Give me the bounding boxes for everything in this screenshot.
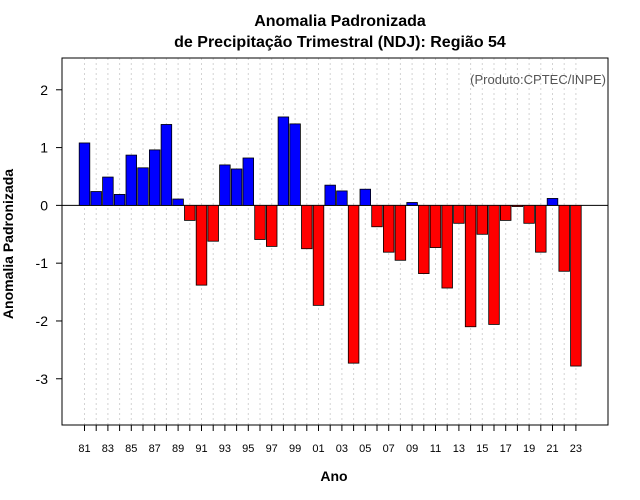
- bars: [78, 116, 582, 367]
- bar-91: [195, 204, 208, 286]
- bar-10: [418, 204, 430, 274]
- bar-23: [570, 204, 582, 367]
- x-tick-label: 23: [570, 443, 582, 455]
- bar-02: [324, 184, 336, 206]
- bar-95: [242, 157, 255, 206]
- bar-22: [558, 204, 570, 272]
- bar-83: [102, 176, 114, 206]
- x-tick-label: 81: [78, 443, 90, 455]
- x-tick-label: 17: [500, 443, 512, 455]
- bar-93: [219, 164, 231, 206]
- x-tick-label: 07: [383, 443, 395, 455]
- y-axis: -3 -2 -1 0 1 2: [36, 82, 62, 387]
- x-tick-label: 01: [312, 443, 324, 455]
- x-tick-label: 13: [453, 443, 465, 455]
- grid-lines: [84, 58, 577, 425]
- bar-84: [113, 193, 126, 206]
- plot-frame: [61, 57, 609, 426]
- bar-87: [148, 149, 161, 206]
- x-axis: 81 83 85 87 89 91 93 95 97 99 01 03 05 07 09 11 13 15 17 19…: [78, 425, 582, 455]
- x-tick-label: 97: [266, 443, 278, 455]
- bar-85: [125, 154, 138, 206]
- x-tick-label: 11: [430, 443, 441, 455]
- x-tick-label: 15: [476, 443, 488, 455]
- bar-11: [429, 204, 442, 248]
- bar-82: [90, 191, 102, 206]
- chart-title-line2: de Precipitação Trimestral (NDJ): Região…: [174, 34, 506, 51]
- x-tick-label: 21: [546, 443, 558, 455]
- x-tick-label: 95: [242, 443, 254, 455]
- source-note: (Produto:CPTEC/INPE): [470, 72, 606, 87]
- bar-18: [511, 204, 524, 207]
- bar-88: [160, 124, 173, 206]
- bar-21: [546, 198, 559, 206]
- x-tick-label: 89: [172, 443, 184, 455]
- bar-89: [172, 198, 184, 206]
- bar-99: [289, 123, 301, 206]
- bar-19: [523, 204, 535, 224]
- x-tick-label: 83: [102, 443, 114, 455]
- bar-14: [464, 204, 477, 328]
- bar-07: [382, 204, 395, 253]
- chart-title-line1: Anomalia Padronizada: [254, 13, 426, 30]
- bar-86: [137, 167, 149, 206]
- bar-94: [230, 168, 243, 206]
- x-tick-label: 91: [195, 443, 207, 455]
- bar-08: [394, 204, 407, 261]
- bar-15: [476, 204, 489, 235]
- bar-03: [336, 190, 348, 206]
- x-tick-label: 05: [359, 443, 371, 455]
- bar-92: [207, 204, 219, 242]
- x-tick-label: 85: [125, 443, 137, 455]
- bar-09: [406, 202, 418, 206]
- y-tick-label: -2: [36, 313, 49, 329]
- x-tick-label: 19: [523, 443, 535, 455]
- bar-01: [312, 204, 325, 306]
- x-tick-label: 99: [289, 443, 301, 455]
- bar-06: [371, 204, 383, 228]
- bar-13: [453, 204, 465, 224]
- x-tick-label: 87: [149, 443, 161, 455]
- y-axis-title: Anomalia Padronizada: [0, 169, 16, 319]
- x-tick-label: 93: [219, 443, 231, 455]
- x-axis-title: Ano: [320, 468, 347, 484]
- x-tick-label: 03: [336, 443, 348, 455]
- y-tick-label: -3: [36, 371, 49, 387]
- y-tick-label: -1: [36, 255, 49, 271]
- y-tick-label: 1: [40, 140, 48, 156]
- bar-12: [441, 204, 453, 289]
- bar-90: [184, 204, 196, 221]
- bar-05: [359, 188, 372, 206]
- bar-04: [347, 204, 360, 364]
- bar-81: [78, 142, 91, 206]
- x-tick-label: 09: [406, 443, 418, 455]
- bar-20: [535, 204, 547, 253]
- bar-17: [499, 204, 512, 221]
- bar-98: [277, 116, 290, 206]
- bar-96: [254, 204, 266, 240]
- y-tick-label: 2: [40, 82, 48, 98]
- bar-00: [301, 204, 313, 250]
- bar-16: [488, 204, 500, 325]
- bar-97: [265, 204, 278, 247]
- y-tick-label: 0: [40, 197, 48, 213]
